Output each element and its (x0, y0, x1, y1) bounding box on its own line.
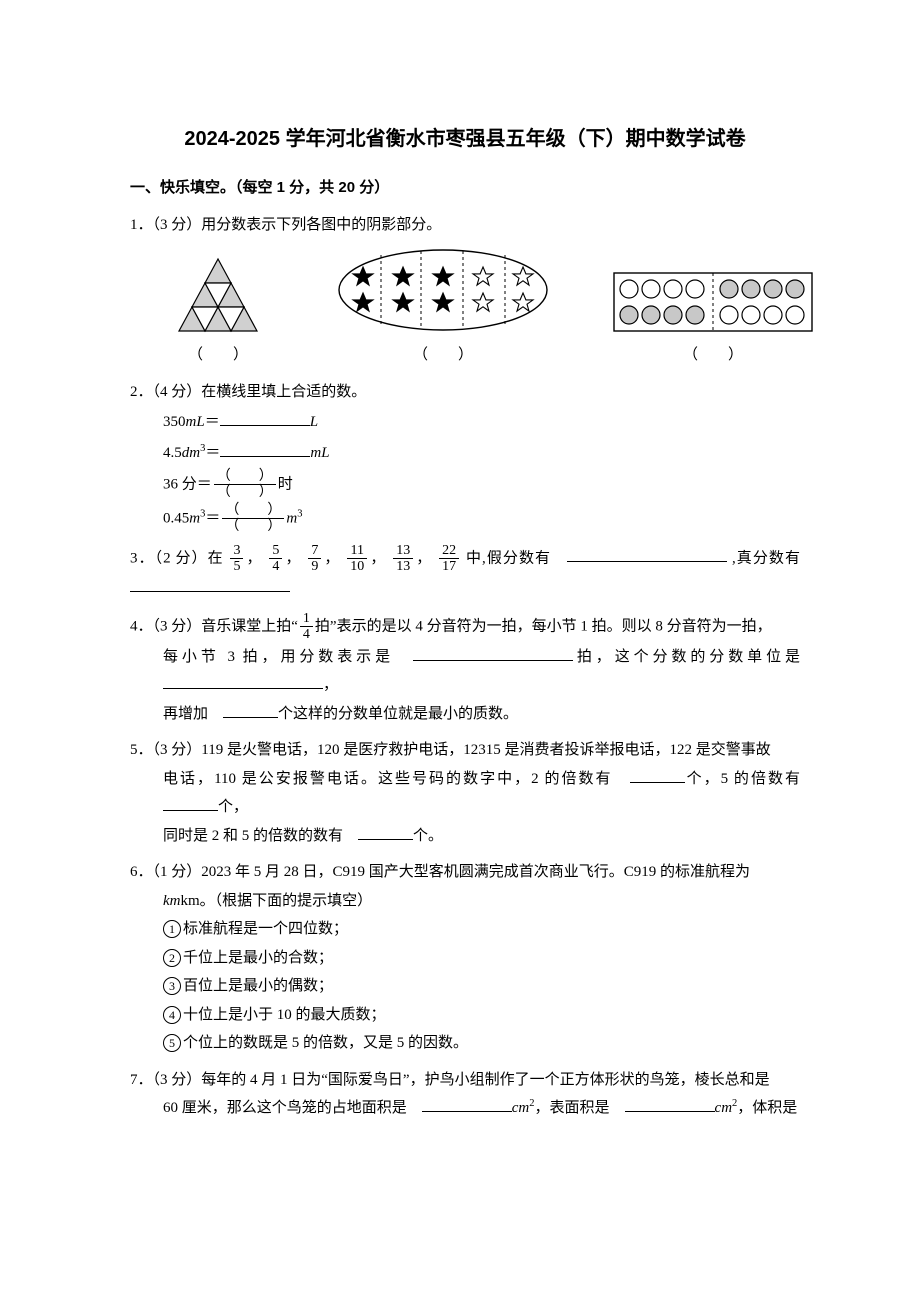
question-3: 3．（2 分）在 35， 54， 79， 1110， 1313， 2217 中,… (130, 543, 800, 603)
circled-number-icon: 5 (163, 1034, 181, 1052)
q2-line4: 0.45m3＝（ ）（ ）m3 (163, 503, 800, 535)
q2-line1: 350mL＝L (163, 408, 800, 437)
blank[interactable] (625, 1096, 715, 1112)
q2-line3: 36 分＝（ ）（ ）时 (163, 469, 800, 501)
blank[interactable] (223, 702, 278, 718)
q1-caption-2: （ ） (413, 341, 473, 370)
question-2: 2．（4 分）在横线里填上合适的数。 350mL＝L 4.5dm3＝mL 36 … (130, 378, 800, 535)
blank[interactable] (163, 673, 323, 689)
circled-number-icon: 2 (163, 949, 181, 967)
fraction: 1110 (347, 543, 367, 575)
q2-stem: 2．（4 分）在横线里填上合适的数。 (130, 384, 366, 400)
blank[interactable] (163, 795, 218, 811)
q1-caption-1: （ ） (188, 341, 248, 370)
blank[interactable] (130, 576, 290, 592)
fraction: 35 (230, 543, 243, 575)
q1-fig-triangle: （ ） (163, 255, 273, 370)
blank[interactable] (220, 410, 310, 426)
blank[interactable] (358, 824, 413, 840)
blank[interactable] (630, 767, 685, 783)
circled-number-icon: 1 (163, 920, 181, 938)
q2-line2: 4.5dm3＝mL (163, 439, 800, 468)
q1-stem: 1．（3 分）用分数表示下列各图中的阴影部分。 (130, 217, 441, 233)
section-1-heading: 一、快乐填空。（每空 1 分，共 20 分） (130, 174, 800, 203)
question-7: 7．（3 分）每年的 4 月 1 日为“国际爱鸟日”，护鸟小组制作了一个正方体形… (130, 1066, 800, 1123)
circles-svg (613, 269, 813, 335)
fraction-blank[interactable]: （ ）（ ） (222, 503, 284, 535)
blank[interactable] (422, 1096, 512, 1112)
fraction: 1313 (393, 543, 413, 575)
blank[interactable] (220, 441, 310, 457)
circled-number-icon: 3 (163, 977, 181, 995)
circled-number-icon: 4 (163, 1006, 181, 1024)
question-6: 6．（1 分）2023 年 5 月 28 日，C919 国产大型客机圆满完成首次… (130, 858, 800, 1058)
ellipse-svg (333, 245, 553, 335)
exam-title: 2024-2025 学年河北省衡水市枣强县五年级（下）期中数学试卷 (130, 120, 800, 158)
q1-figures-row: （ ） (163, 245, 800, 370)
blank[interactable] (413, 645, 573, 661)
q1-fig-ellipse: （ ） (333, 245, 553, 370)
exam-page: 2024-2025 学年河北省衡水市枣强县五年级（下）期中数学试卷 一、快乐填空… (0, 0, 920, 1302)
question-4: 4．（3 分）音乐课堂上拍“14拍”表示的是以 4 分音符为一拍，每小节 1 拍… (130, 611, 800, 728)
blank[interactable] (567, 546, 727, 562)
question-5: 5．（3 分）119 是火警电话，120 是医疗救护电话，12315 是消费者投… (130, 736, 800, 850)
fraction: 54 (269, 543, 282, 575)
question-1: 1．（3 分）用分数表示下列各图中的阴影部分。 (130, 211, 800, 370)
q1-caption-3: （ ） (683, 341, 743, 370)
fraction: 79 (308, 543, 321, 575)
q1-fig-circles: （ ） (613, 269, 813, 370)
fraction-blank[interactable]: （ ）（ ） (214, 469, 276, 501)
triangle-svg (163, 255, 273, 335)
fraction: 14 (300, 611, 313, 643)
fraction: 2217 (439, 543, 459, 575)
